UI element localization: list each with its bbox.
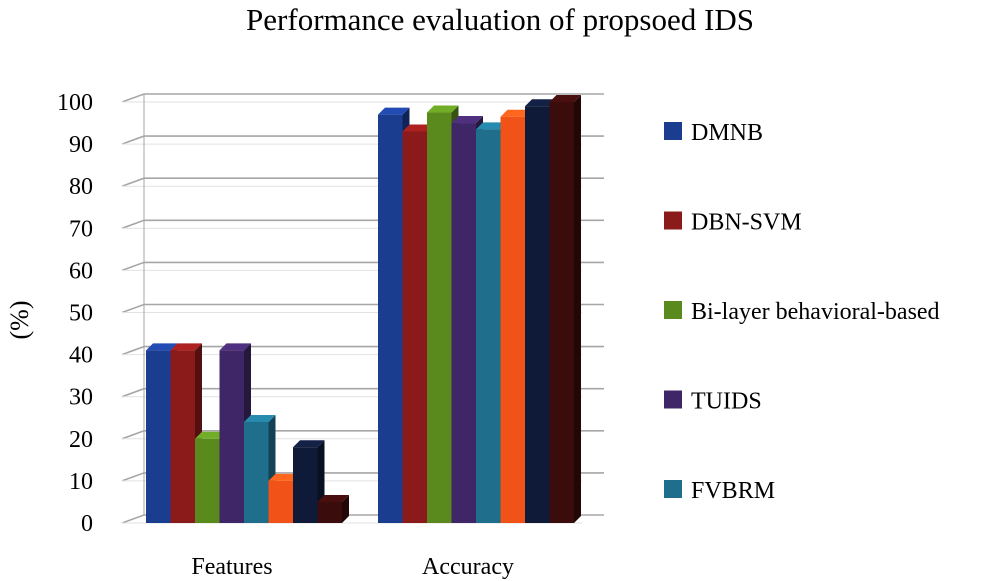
- bar-front: [244, 421, 269, 523]
- bar-front: [427, 112, 452, 524]
- bar-top: [244, 414, 276, 422]
- bar-front: [402, 131, 427, 523]
- y-tick-label: 60: [69, 258, 93, 284]
- x-category-label: Accuracy: [422, 554, 514, 580]
- bar-top: [500, 109, 532, 117]
- y-tick-label: 70: [69, 216, 93, 242]
- bar-side: [342, 494, 349, 523]
- bar-front: [268, 480, 293, 523]
- bar-top: [195, 431, 227, 439]
- bar-top: [378, 107, 410, 115]
- legend-swatch: [664, 480, 682, 498]
- bar: [317, 494, 349, 523]
- bar-front: [293, 447, 318, 523]
- legend-swatch: [664, 122, 682, 140]
- bar-top: [293, 440, 325, 448]
- y-tick-label: 30: [69, 385, 93, 411]
- bar-front: [451, 123, 476, 524]
- bar-front: [317, 501, 342, 523]
- bar-front: [219, 350, 244, 523]
- bar-top: [476, 122, 508, 130]
- bar: [549, 95, 581, 523]
- bar-top: [268, 473, 300, 481]
- legend-swatch: [664, 390, 682, 409]
- bar-front: [525, 106, 550, 524]
- bars: [146, 95, 581, 524]
- legend-label: DMNB: [691, 120, 763, 146]
- y-tick-label: 50: [69, 301, 93, 327]
- bar-front: [146, 350, 171, 523]
- y-tick-label: 0: [81, 511, 93, 537]
- bar-front: [500, 116, 525, 524]
- y-axis-ticks: 0 10 20 30 40 50 60 70 80 90 100: [57, 90, 93, 537]
- bar-top: [427, 105, 459, 113]
- bar-top: [219, 343, 251, 351]
- legend-label: TUIDS: [691, 389, 762, 415]
- bar-front: [476, 129, 501, 524]
- bar-top: [170, 343, 202, 351]
- bar-top: [525, 99, 557, 107]
- legend-swatch: [664, 211, 682, 230]
- y-axis-label: (%): [5, 301, 34, 340]
- bar-front: [195, 438, 220, 523]
- chart-title: Performance evaluation of propsoed IDS: [246, 2, 754, 37]
- legend-label: DBN-SVM: [691, 210, 802, 236]
- bar-top: [317, 494, 349, 502]
- bar-top: [402, 124, 434, 132]
- bar-top: [451, 116, 483, 124]
- legend: DMNB DBN-SVM Bi-layer behavioral-based TUID…: [664, 120, 940, 504]
- bar-front: [549, 102, 574, 523]
- bar-top: [549, 95, 581, 102]
- bar-side: [574, 95, 581, 523]
- x-category-label: Features: [191, 554, 272, 580]
- bar-front: [378, 114, 403, 523]
- x-axis-categories: Features Accuracy: [191, 554, 514, 580]
- bar-front: [170, 350, 195, 523]
- legend-swatch: [664, 301, 682, 319]
- bar: [244, 414, 276, 523]
- y-tick-label: 10: [69, 469, 93, 495]
- y-tick-label: 40: [69, 343, 93, 369]
- bar-top: [146, 343, 178, 351]
- y-tick-label: 80: [69, 174, 93, 200]
- y-tick-label: 20: [69, 427, 93, 453]
- y-tick-label: 100: [57, 90, 93, 116]
- legend-label: Bi-layer behavioral-based: [691, 299, 940, 325]
- y-tick-label: 90: [69, 132, 93, 158]
- legend-label: FVBRM: [691, 478, 775, 504]
